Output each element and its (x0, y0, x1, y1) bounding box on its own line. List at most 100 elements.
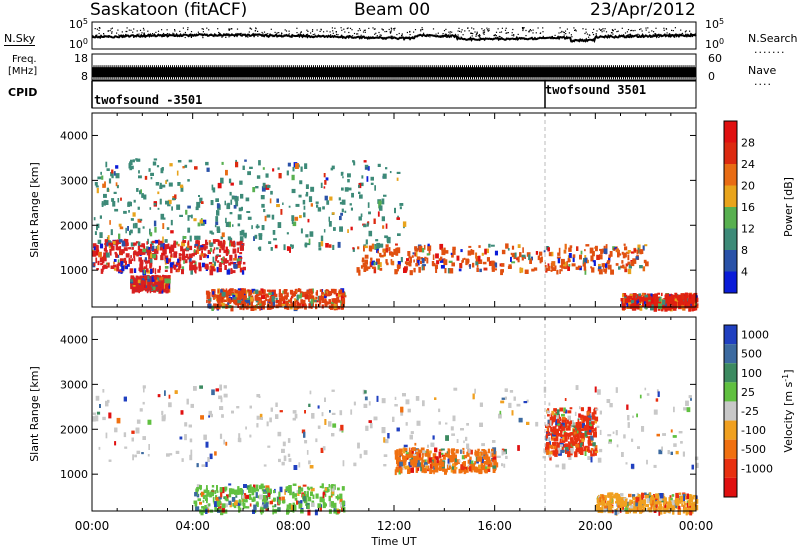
power-cell (184, 164, 188, 168)
power-cell (660, 292, 663, 296)
power-cell (342, 176, 344, 179)
nsearch-point (421, 27, 423, 29)
power-cell (228, 290, 232, 296)
power-cell (187, 256, 190, 260)
nsearch-point (307, 30, 309, 32)
power-cell (282, 290, 284, 294)
nsearch-point (174, 29, 176, 31)
velocity-cell (576, 434, 580, 441)
power-cell (318, 302, 321, 308)
power-cell (124, 239, 129, 243)
power-cell (328, 244, 332, 248)
power-cell (687, 298, 691, 304)
power-cell (160, 213, 165, 220)
power-cell (233, 299, 237, 305)
nsearch-point (482, 30, 484, 32)
nsearch-point (178, 34, 180, 36)
velocity-cell (317, 405, 320, 409)
power-cell (377, 163, 381, 167)
power-cell (212, 187, 216, 193)
velocity-cell (587, 449, 591, 453)
velocity-cell (438, 408, 441, 413)
power-cell (323, 186, 326, 189)
nsearch-point (505, 27, 507, 29)
power-cell (438, 258, 441, 261)
nsearch-point (435, 33, 437, 35)
power-ytick-4000: 4000 (60, 129, 88, 142)
power-cell (181, 269, 184, 275)
power-cell (356, 267, 360, 273)
power-cell (674, 298, 679, 303)
power-cell (323, 229, 326, 233)
power-cell (138, 248, 143, 251)
power-cell (624, 268, 628, 273)
power-cell (595, 245, 598, 252)
velocity-cell (317, 503, 322, 509)
velocity-cell (407, 408, 411, 413)
power-cell (101, 259, 105, 264)
power-cell (128, 259, 132, 264)
nsearch-point (382, 29, 384, 31)
power-cell (494, 268, 497, 271)
velocity-cell (547, 425, 552, 428)
power-cell (199, 254, 202, 261)
nsearch-point (270, 34, 272, 36)
power-cell (141, 267, 144, 271)
nsearch-point (374, 33, 376, 35)
power-cell (593, 260, 596, 266)
power-cell (488, 260, 493, 266)
velocity-cell (574, 425, 578, 432)
power-cell (216, 266, 219, 273)
velocity-cell (669, 495, 672, 500)
power-cell (229, 242, 231, 247)
power-cell (164, 266, 169, 269)
power-cell (366, 176, 369, 182)
power-cell (227, 250, 229, 253)
power-cell (167, 243, 170, 247)
nsearch-point (494, 34, 496, 36)
power-cell (268, 292, 272, 295)
power-cell (210, 200, 214, 206)
power-cell (510, 252, 513, 255)
power-cell (199, 199, 203, 203)
nsearch-point (627, 29, 630, 31)
power-cell (205, 239, 208, 246)
power-cell (396, 217, 400, 220)
power-cell (679, 295, 682, 298)
power-cell (226, 203, 231, 210)
power-cell (627, 295, 630, 299)
velocity-cell (578, 446, 582, 451)
nsearch-point (353, 32, 356, 35)
power-cell (568, 264, 571, 267)
power-cell (131, 276, 134, 280)
velocity-cell (142, 436, 146, 440)
power-cell (127, 226, 129, 231)
power-cell (478, 255, 481, 262)
power-cell (243, 232, 247, 237)
nsearch-point (562, 31, 564, 33)
power-cell (580, 250, 583, 255)
power-cell (190, 214, 193, 219)
velocity-cell (294, 413, 298, 419)
power-cell (421, 248, 425, 253)
power-cell (217, 182, 222, 189)
velocity-cell (653, 409, 658, 415)
power-cell (270, 190, 273, 195)
power-cell (302, 199, 306, 205)
power-ytick-1000: 1000 (60, 264, 88, 277)
power-cell (377, 264, 380, 270)
power-cell (622, 264, 625, 268)
nsearch-point (413, 31, 415, 33)
power-cell (113, 259, 117, 262)
power-cell (648, 303, 652, 308)
power-cell (424, 256, 427, 259)
power-cell (208, 300, 211, 304)
power-cell (188, 159, 193, 163)
nsearch-point (412, 36, 414, 38)
nsearch-point (202, 28, 204, 30)
nsearch-point (384, 31, 386, 33)
power-cell (166, 227, 170, 230)
power-cell (352, 247, 355, 250)
power-cell (639, 304, 643, 311)
power-cell (261, 186, 266, 192)
